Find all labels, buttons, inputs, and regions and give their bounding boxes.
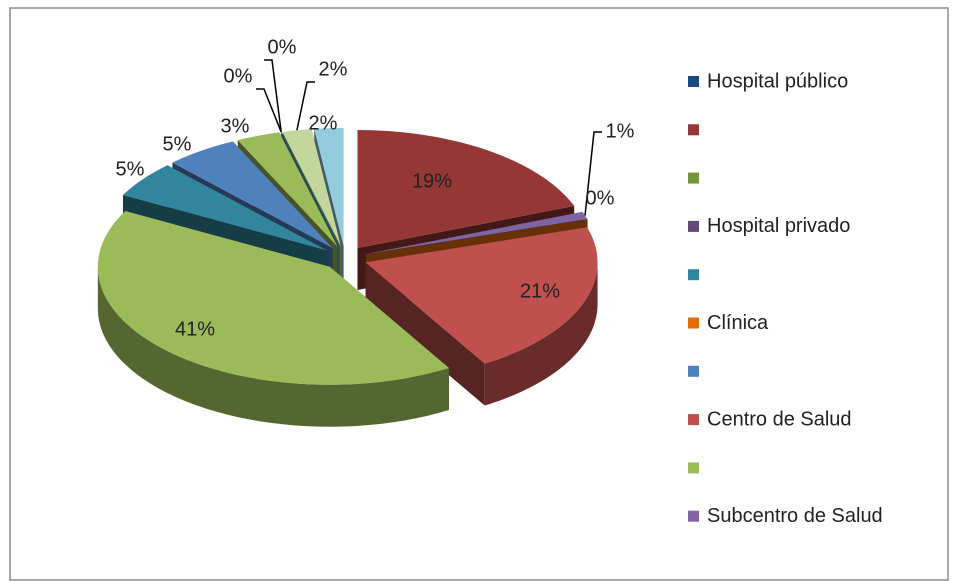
legend-label: Hospital privado	[707, 215, 850, 237]
slice-outer-wall	[97, 266, 449, 427]
leader-line	[256, 88, 282, 133]
leader-line	[584, 131, 602, 216]
leader-line	[264, 59, 282, 133]
legend-swatch	[688, 317, 699, 329]
data-label: 19%	[412, 170, 452, 192]
legend-swatch	[688, 510, 699, 522]
data-label: 3%	[221, 115, 250, 137]
legend-swatch	[688, 269, 699, 281]
leader-line	[296, 81, 315, 131]
slice	[122, 165, 328, 251]
legend-label: Centro de Salud	[707, 408, 852, 430]
data-label: 0%	[224, 65, 253, 87]
slice	[314, 127, 344, 246]
slice	[172, 141, 333, 249]
legend-swatch	[688, 220, 699, 232]
legend-swatch	[688, 76, 699, 87]
data-label: 5%	[163, 133, 192, 155]
data-label: 5%	[116, 158, 145, 180]
data-label: 2%	[319, 58, 348, 80]
slice-outer-wall	[484, 262, 598, 406]
slice-radial-wall	[365, 262, 485, 406]
legend-swatch	[688, 365, 699, 377]
legend-label: Subcentro de Salud	[707, 505, 883, 527]
slice	[366, 219, 588, 255]
legend-label: Clínica	[707, 312, 769, 334]
legend-swatch	[688, 124, 699, 136]
data-label: 0%	[586, 187, 615, 209]
legend-label: Hospital público	[707, 70, 848, 92]
slice	[237, 132, 338, 247]
data-label: 0%	[268, 36, 297, 58]
data-label: 21%	[520, 280, 560, 302]
legend-swatch	[688, 414, 699, 426]
legend-swatch	[688, 462, 699, 474]
slice	[365, 227, 598, 364]
slice	[282, 129, 341, 247]
slice	[357, 130, 575, 249]
data-label: 2%	[309, 112, 338, 134]
data-label: 1%	[606, 120, 635, 142]
slice	[365, 211, 588, 255]
legend-swatch	[688, 172, 699, 184]
slice	[97, 211, 449, 385]
data-label: 41%	[175, 318, 215, 340]
